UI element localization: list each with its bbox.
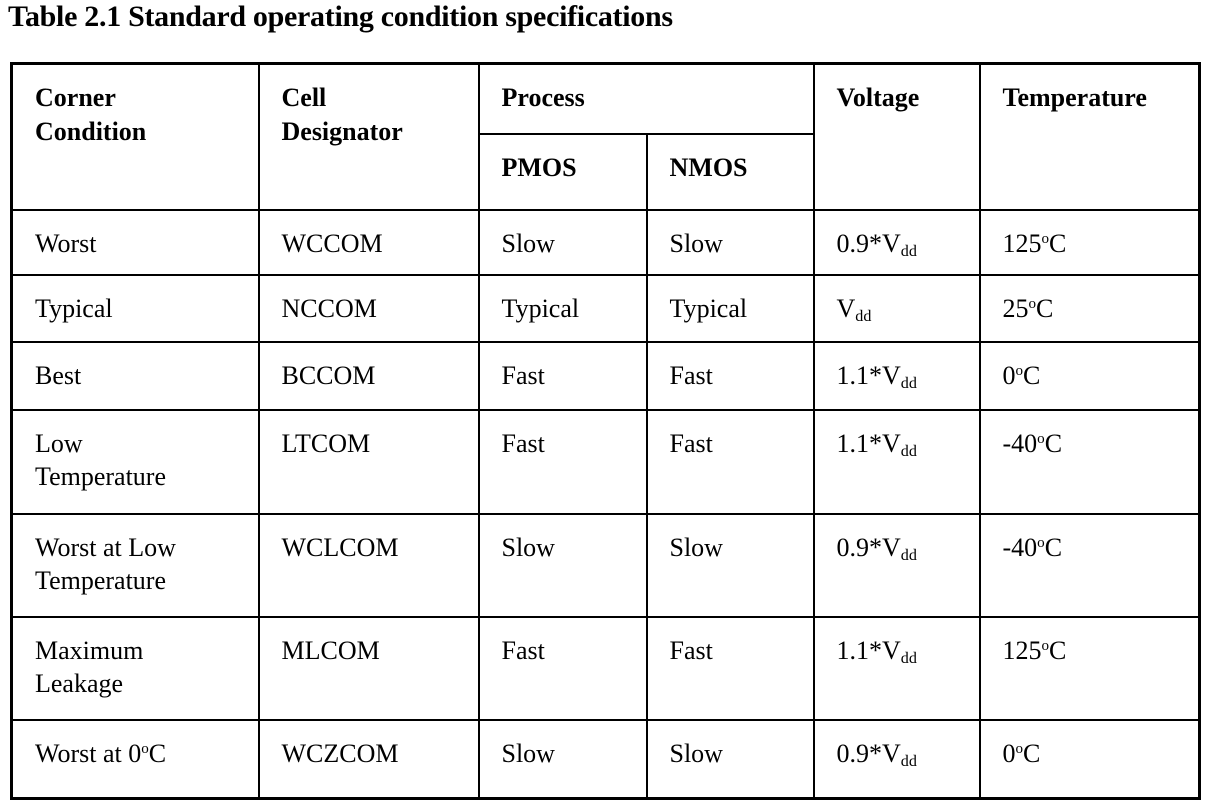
cell-pmos: Fast xyxy=(477,340,648,411)
header-row-2: PMOS NMOS xyxy=(12,132,1200,211)
cell-nmos: Slow xyxy=(645,512,815,618)
header-process: Process xyxy=(477,62,815,135)
table-row: Maximum Leakage MLCOM Fast Fast 1.1*Vdd 1… xyxy=(10,615,1201,721)
cell-temperature: 25oC xyxy=(978,273,1201,343)
table-row: Best BCCOM Fast Fast 1.1*Vdd 0oC xyxy=(10,340,1201,411)
table-row: Worst WCCOM Slow Slow 0.9*Vdd 125oC xyxy=(10,208,1201,276)
cell-temperature: 125oC xyxy=(978,615,1201,721)
cell-pmos: Slow xyxy=(477,208,648,276)
cell-temperature: 0oC xyxy=(978,718,1201,800)
table-header: Corner Condition Cell Designator Process V… xyxy=(10,62,1201,211)
cell-temperature: -40oC xyxy=(978,512,1201,618)
cell-designator: WCCOM xyxy=(257,208,480,276)
table-body: Worst WCCOM Slow Slow 0.9*Vdd 125oC Typi… xyxy=(10,208,1201,800)
cell-corner-condition: Worst xyxy=(10,208,260,276)
cell-corner-condition: Best xyxy=(10,340,260,411)
cell-corner-condition: Worst at 0oC xyxy=(10,718,260,800)
cell-designator: NCCOM xyxy=(257,273,480,343)
cell-nmos: Fast xyxy=(645,340,815,411)
cell-voltage: 0.9*Vdd xyxy=(812,208,981,276)
cell-voltage: Vdd xyxy=(812,273,981,343)
cell-temperature: 0oC xyxy=(978,340,1201,411)
cell-pmos: Fast xyxy=(477,408,648,515)
header-cell-designator: Cell Designator xyxy=(257,62,480,211)
cell-designator: BCCOM xyxy=(257,340,480,411)
table-row: Worst at 0oC WCZCOM Slow Slow 0.9*Vdd 0o… xyxy=(10,718,1201,800)
cell-pmos: Typical xyxy=(477,273,648,343)
cell-corner-condition: Low Temperature xyxy=(10,408,260,515)
cell-voltage: 1.1*Vdd xyxy=(812,340,981,411)
cell-designator: MLCOM xyxy=(257,615,480,721)
cell-voltage: 0.9*Vdd xyxy=(812,512,981,618)
operating-conditions-table: Corner Condition Cell Designator Process V… xyxy=(10,62,1201,800)
table-caption: Table 2.1 Standard operating condition s… xyxy=(8,0,673,33)
header-nmos: NMOS xyxy=(645,132,815,211)
header-corner-condition: Corner Condition xyxy=(10,62,260,211)
cell-nmos: Typical xyxy=(645,273,815,343)
table-row: Worst at Low Temperature WCLCOM Slow Slow… xyxy=(10,512,1201,618)
header-temperature: Temperature xyxy=(978,62,1201,211)
cell-designator: LTCOM xyxy=(257,408,480,515)
table-row: Low Temperature LTCOM Fast Fast 1.1*Vdd -… xyxy=(10,408,1201,515)
cell-nmos: Fast xyxy=(645,408,815,515)
cell-corner-condition: Typical xyxy=(10,273,260,343)
cell-temperature: -40oC xyxy=(978,408,1201,515)
cell-pmos: Slow xyxy=(477,512,648,618)
cell-voltage: 1.1*Vdd xyxy=(812,408,981,515)
cell-temperature: 125oC xyxy=(978,208,1201,276)
cell-corner-condition: Worst at Low Temperature xyxy=(10,512,260,618)
cell-nmos: Fast xyxy=(645,615,815,721)
cell-designator: WCZCOM xyxy=(257,718,480,800)
cell-designator: WCLCOM xyxy=(257,512,480,618)
cell-voltage: 0.9*Vdd xyxy=(812,718,981,800)
cell-pmos: Fast xyxy=(477,615,648,721)
cell-voltage: 1.1*Vdd xyxy=(812,615,981,721)
header-voltage: Voltage xyxy=(812,62,981,211)
table-row: Typical NCCOM Typical Typical Vdd 25oC xyxy=(10,273,1201,343)
cell-corner-condition: Maximum Leakage xyxy=(10,615,260,721)
header-row-1: Corner Condition Cell Designator Process V… xyxy=(10,62,1201,211)
cell-nmos: Slow xyxy=(645,718,815,800)
cell-nmos: Slow xyxy=(645,208,815,276)
header-pmos: PMOS xyxy=(477,132,648,211)
cell-pmos: Slow xyxy=(477,718,648,800)
